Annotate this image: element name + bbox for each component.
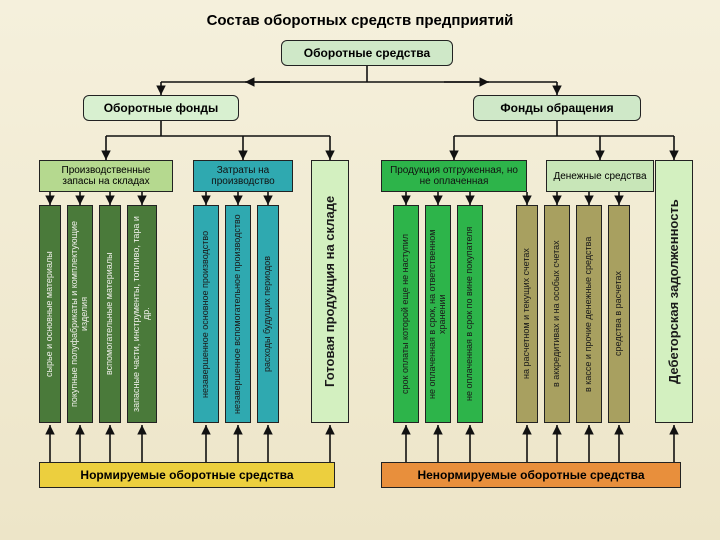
diagram-title: Состав оборотных средств предприятий (0, 12, 720, 29)
cat-c4: Продукция отгруженная, но не оплаченная (381, 160, 527, 192)
bar-g2-2: расходы будущих периодов (257, 205, 279, 423)
bar-g5-1: в аккредитивах и на особых счетах (544, 205, 570, 423)
bar-g4-1: не оплаченная в срок, на ответственном х… (425, 205, 451, 423)
bar-g1-0: сырье и основные материалы (39, 205, 61, 423)
bar-g4-2: не оплаченная в срок по вине покупателя (457, 205, 483, 423)
bottom-right: Ненормируемые оборотные средства (381, 462, 681, 488)
cat-c5: Денежные средства (546, 160, 654, 192)
bar-g5-3: средства в расчетах (608, 205, 630, 423)
bar-g5-2: в кассе и прочие денежные средства (576, 205, 602, 423)
cat-c1: Производственные запасы на складах (39, 160, 173, 192)
cat-c6-bar: Дебеторская задолженность (655, 160, 693, 423)
cat-c2: Затраты на производство (193, 160, 293, 192)
bar-g2-1: незавершенное вспомогательное производст… (225, 205, 251, 423)
bottom-left: Нормируемые оборотные средства (39, 462, 335, 488)
tier2-right: Фонды обращения (473, 95, 641, 121)
bar-g1-2: вспомогательные материалы (99, 205, 121, 423)
bar-g1-3: запасные части, инструменты, топливо, та… (127, 205, 157, 423)
bar-g4-0: срок оплаты которой еще не наступил (393, 205, 419, 423)
bar-g5-0: на расчетном и текущих счетах (516, 205, 538, 423)
bar-g2-0: незавершенное основное производство (193, 205, 219, 423)
tier2-left: Оборотные фонды (83, 95, 239, 121)
cat-c3-bar: Готовая продукция на складе (311, 160, 349, 423)
root-box: Оборотные средства (281, 40, 453, 66)
bar-g1-1: покупные полуфабрикаты и комплектующие и… (67, 205, 93, 423)
